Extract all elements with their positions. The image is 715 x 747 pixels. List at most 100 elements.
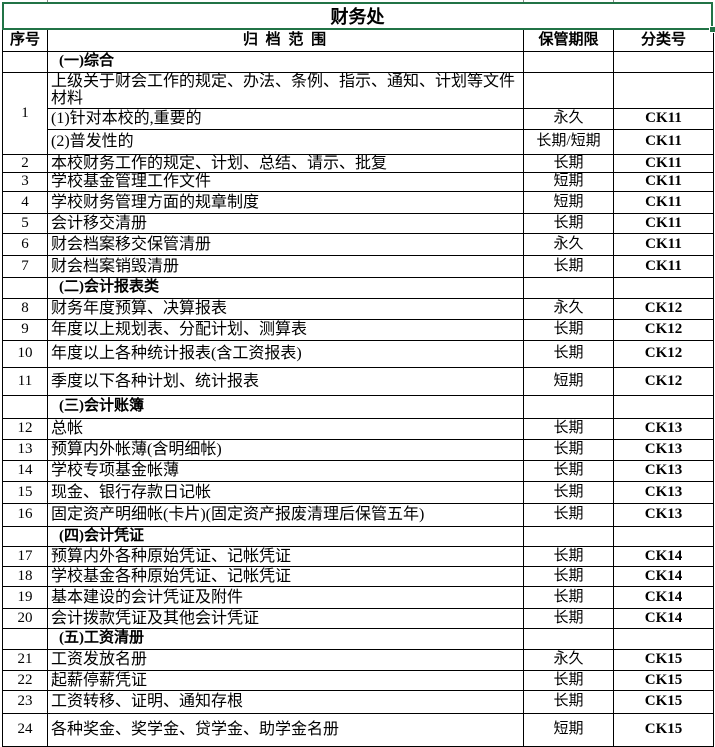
cell-classno[interactable]: CK11 xyxy=(613,153,714,173)
cell-retention[interactable]: 永久 xyxy=(523,648,614,671)
header-cell-retention[interactable]: 保管期限 xyxy=(523,30,614,52)
cell-scope[interactable]: 年度以上规划表、分配计划、测算表 xyxy=(47,318,524,341)
fill-handle[interactable] xyxy=(709,26,715,33)
cell-retention[interactable]: 长期 xyxy=(523,565,614,587)
cell-classno[interactable]: CK15 xyxy=(613,712,714,747)
cell-retention[interactable]: 短期 xyxy=(523,712,614,747)
header-cell-scope[interactable]: 归 档 范 围 xyxy=(47,30,524,52)
cell-scope[interactable]: 学校专项基金帐薄 xyxy=(47,459,524,482)
cell-retention[interactable]: 长期/短期 xyxy=(523,128,614,155)
cell-scope[interactable]: 会计移交清册 xyxy=(47,212,524,234)
cell-classno[interactable]: CK13 xyxy=(613,438,714,461)
cell-classno[interactable] xyxy=(613,50,714,73)
cell-classno[interactable]: CK14 xyxy=(613,545,714,567)
cell-no[interactable] xyxy=(2,50,48,73)
cell-scope[interactable]: (2)普发性的 xyxy=(47,128,524,155)
cell-no[interactable]: 16 xyxy=(2,502,48,527)
cell-retention[interactable]: 长期 xyxy=(523,585,614,609)
cell-scope[interactable]: 学校基金管理工作文件 xyxy=(47,171,524,192)
cell-no[interactable]: 21 xyxy=(2,648,48,671)
cell-retention[interactable] xyxy=(523,71,614,109)
cell-classno[interactable] xyxy=(613,276,714,299)
cell-scope[interactable]: 财会档案移交保管清册 xyxy=(47,232,524,256)
cell-retention[interactable]: 长期 xyxy=(523,417,614,440)
cell-classno[interactable]: CK11 xyxy=(613,171,714,192)
cell-retention[interactable]: 永久 xyxy=(523,107,614,130)
cell-retention[interactable]: 永久 xyxy=(523,232,614,256)
cell-scope[interactable]: 工资发放名册 xyxy=(47,648,524,671)
cell-retention[interactable]: 长期 xyxy=(523,212,614,234)
cell-retention[interactable] xyxy=(523,276,614,299)
cell-classno[interactable] xyxy=(613,627,714,650)
cell-scope[interactable]: 起薪停薪凭证 xyxy=(47,669,524,691)
cell-retention[interactable] xyxy=(523,50,614,73)
cell-scope[interactable]: 学校财务管理方面的规章制度 xyxy=(47,190,524,214)
cell-no[interactable]: 22 xyxy=(2,669,48,691)
cell-classno[interactable]: CK12 xyxy=(613,366,714,396)
cell-retention[interactable]: 短期 xyxy=(523,366,614,396)
cell-no[interactable] xyxy=(2,394,48,419)
cell-classno[interactable]: CK14 xyxy=(613,565,714,587)
cell-retention[interactable] xyxy=(523,394,614,419)
cell-retention[interactable]: 长期 xyxy=(523,669,614,691)
cell-scope[interactable]: 财务年度预算、决算报表 xyxy=(47,297,524,320)
cell-retention[interactable]: 长期 xyxy=(523,318,614,341)
cell-no[interactable]: 10 xyxy=(2,339,48,368)
cell-classno[interactable]: CK15 xyxy=(613,689,714,714)
cell-classno[interactable]: CK12 xyxy=(613,318,714,341)
cell-no[interactable]: 12 xyxy=(2,417,48,440)
cell-no[interactable]: 19 xyxy=(2,585,48,609)
cell-no[interactable]: 9 xyxy=(2,318,48,341)
cell-retention[interactable]: 长期 xyxy=(523,689,614,714)
cell-retention[interactable]: 短期 xyxy=(523,190,614,214)
cell-no[interactable]: 23 xyxy=(2,689,48,714)
cell-no[interactable]: 7 xyxy=(2,254,48,278)
cell-section-title[interactable]: (一)综合 xyxy=(47,50,524,73)
cell-no[interactable]: 1 xyxy=(2,71,48,155)
cell-section-title[interactable]: (二)会计报表类 xyxy=(47,276,524,299)
cell-scope[interactable]: 季度以下各种计划、统计报表 xyxy=(47,366,524,396)
cell-no[interactable] xyxy=(2,276,48,299)
cell-scope[interactable]: 本校财务工作的规定、计划、总结、请示、批复 xyxy=(47,153,524,173)
cell-scope[interactable]: 现金、银行存款日记帐 xyxy=(47,480,524,504)
title-cell[interactable]: 财务处 xyxy=(2,2,715,33)
cell-classno[interactable]: CK13 xyxy=(613,459,714,482)
cell-scope[interactable]: 固定资产明细帐(卡片)(固定资产报废清理后保管五年) xyxy=(47,502,524,527)
cell-scope[interactable]: 上级关于财会工作的规定、办法、条例、指示、通知、计划等文件材料 xyxy=(47,71,524,109)
cell-classno[interactable]: CK13 xyxy=(613,480,714,504)
cell-retention[interactable]: 长期 xyxy=(523,502,614,527)
cell-classno[interactable]: CK11 xyxy=(613,254,714,278)
cell-scope[interactable]: 会计拨款凭证及其他会计凭证 xyxy=(47,607,524,629)
cell-no[interactable]: 20 xyxy=(2,607,48,629)
cell-retention[interactable]: 长期 xyxy=(523,438,614,461)
cell-no[interactable]: 6 xyxy=(2,232,48,256)
cell-no[interactable] xyxy=(2,627,48,650)
cell-scope[interactable]: 年度以上各种统计报表(含工资报表) xyxy=(47,339,524,368)
cell-section-title[interactable]: (五)工资清册 xyxy=(47,627,524,650)
cell-retention[interactable]: 长期 xyxy=(523,153,614,173)
cell-scope[interactable]: 学校基金各种原始凭证、记帐凭证 xyxy=(47,565,524,587)
cell-scope[interactable]: 基本建设的会计凭证及附件 xyxy=(47,585,524,609)
cell-no[interactable]: 17 xyxy=(2,545,48,567)
cell-classno[interactable]: CK15 xyxy=(613,648,714,671)
cell-section-title[interactable]: (四)会计凭证 xyxy=(47,525,524,547)
cell-no[interactable]: 5 xyxy=(2,212,48,234)
cell-classno[interactable]: CK11 xyxy=(613,212,714,234)
cell-classno[interactable]: CK13 xyxy=(613,502,714,527)
cell-classno[interactable]: CK14 xyxy=(613,607,714,629)
cell-classno[interactable]: CK15 xyxy=(613,669,714,691)
cell-classno[interactable]: CK11 xyxy=(613,190,714,214)
cell-scope[interactable]: 财会档案销毁清册 xyxy=(47,254,524,278)
cell-no[interactable]: 24 xyxy=(2,712,48,747)
cell-no[interactable]: 2 xyxy=(2,153,48,173)
header-cell-no[interactable]: 序号 xyxy=(2,30,48,52)
cell-classno[interactable]: CK12 xyxy=(613,339,714,368)
cell-no[interactable]: 14 xyxy=(2,459,48,482)
cell-no[interactable]: 4 xyxy=(2,190,48,214)
cell-scope[interactable]: 各种奖金、奖学金、贷学金、助学金名册 xyxy=(47,712,524,747)
cell-retention[interactable]: 长期 xyxy=(523,480,614,504)
cell-no[interactable]: 8 xyxy=(2,297,48,320)
cell-retention[interactable]: 永久 xyxy=(523,297,614,320)
cell-retention[interactable]: 长期 xyxy=(523,545,614,567)
cell-retention[interactable]: 长期 xyxy=(523,339,614,368)
